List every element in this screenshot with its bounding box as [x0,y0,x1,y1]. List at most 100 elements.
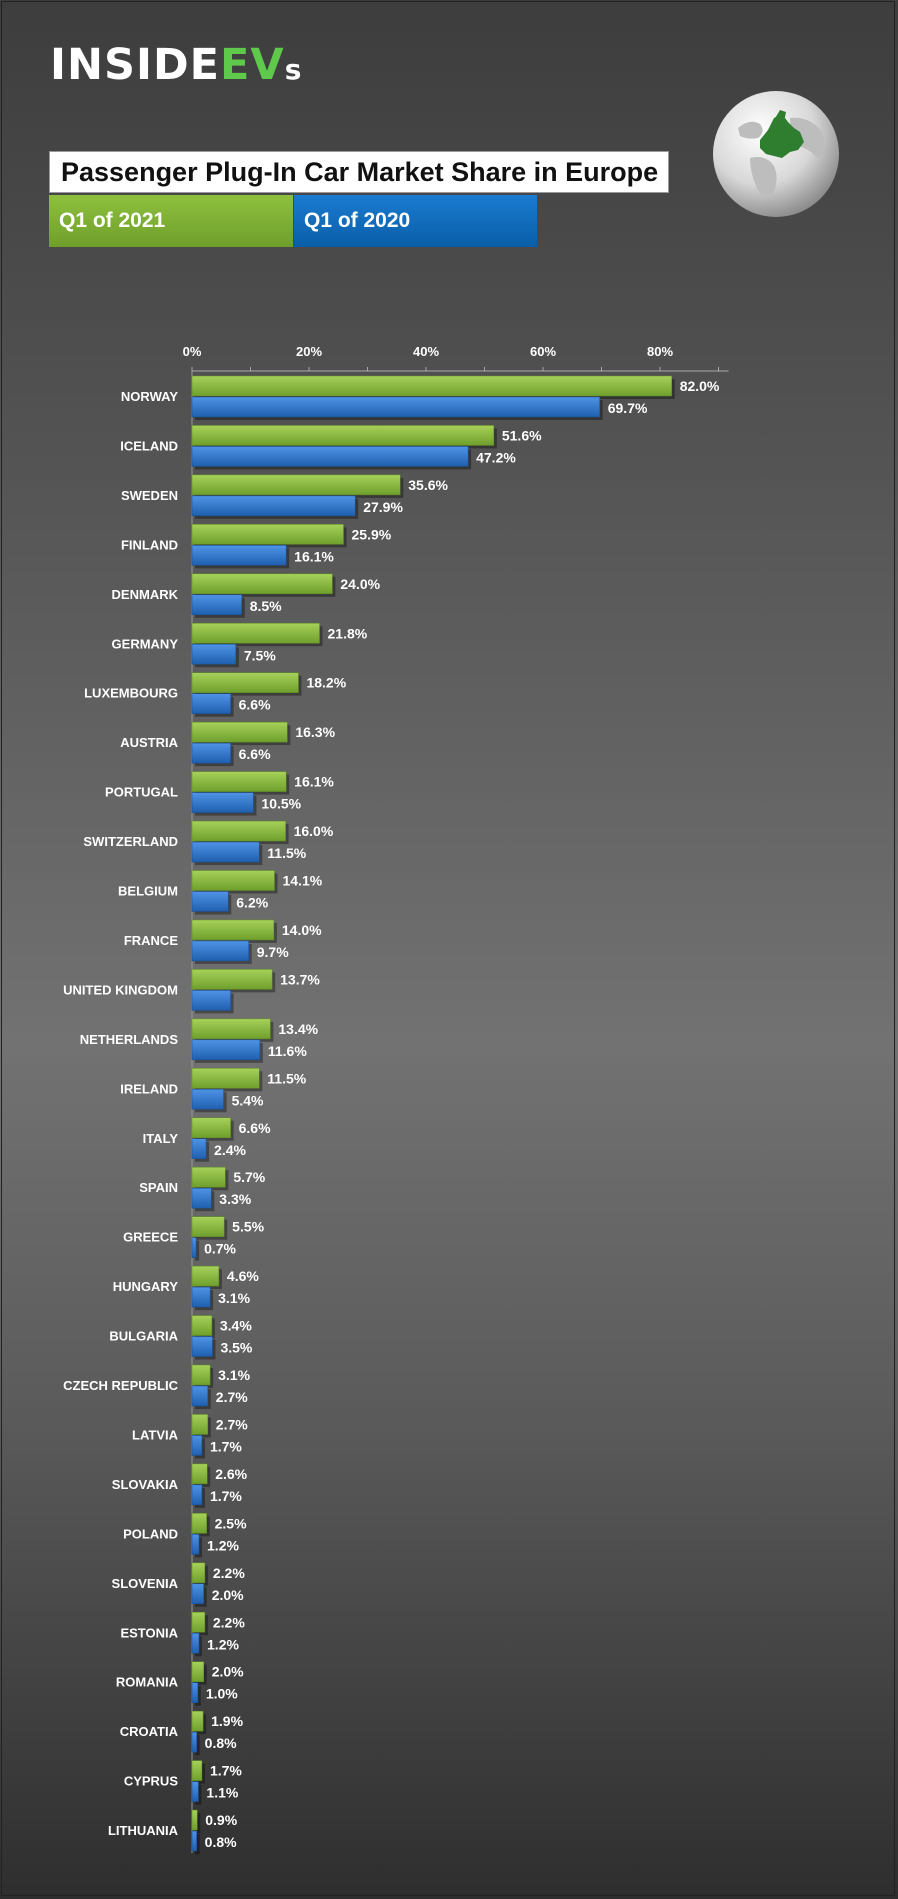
category-label: IRELAND [120,1081,178,1096]
bar-q1-2021 [191,1414,209,1435]
x-tick-label: 60% [530,344,556,359]
value-label-q1-2021: 4.6% [227,1268,259,1284]
bar-q1-2021 [191,573,333,595]
category-row: ICELAND 51.6% 47.2% [120,425,542,470]
category-row: ITALY 6.6% 2.4% [143,1117,271,1162]
bar-q1-2020 [191,1089,224,1110]
category-row: FINLAND 25.9% 16.1% [121,524,392,569]
value-label-q1-2020: 1.7% [210,1488,242,1504]
category-label: POLAND [123,1526,178,1541]
value-label-q1-2020: 2.0% [212,1587,244,1603]
value-label-q1-2021: 13.4% [278,1021,318,1037]
value-label-q1-2020: 47.2% [476,449,516,465]
category-label: FRANCE [124,933,178,948]
value-label-q1-2020: 10.5% [261,796,301,812]
bar-q1-2021 [191,870,275,891]
bar-q1-2020 [191,446,469,467]
category-label: CZECH REPUBLIC [63,1378,178,1393]
bar-q1-2020 [191,742,231,764]
logo-s-text: s [284,53,303,86]
category-row: HUNGARY 4.6% 3.1% [113,1265,259,1311]
category-row: GERMANY 21.8% 7.5% [112,623,368,668]
category-label: SPAIN [139,1180,178,1195]
category-label: ICELAND [120,438,178,453]
category-row: CYPRUS 1.7% 1.1% [124,1760,242,1805]
value-label-q1-2020: 1.7% [210,1438,242,1454]
bar-q1-2020 [191,396,600,418]
category-label: UNITED KINGDOM [63,982,178,997]
value-label-q1-2021: 2.0% [212,1664,244,1680]
bar-q1-2021 [191,375,672,397]
category-row: NETHERLANDS 13.4% 11.6% [80,1018,319,1063]
value-label-q1-2021: 16.3% [295,724,335,740]
value-label-q1-2021: 82.0% [680,378,720,394]
value-label-q1-2021: 1.9% [211,1713,243,1729]
value-label-q1-2021: 51.6% [502,427,542,443]
bar-q1-2021 [191,1463,208,1485]
bar-q1-2021 [191,1661,204,1682]
category-label: SWITZERLAND [83,834,178,849]
bar-q1-2020 [191,1534,200,1555]
value-label-q1-2021: 16.0% [294,823,334,839]
legend-q1-2021: Q1 of 2021 [49,195,293,247]
value-label-q1-2021: 25.9% [352,526,392,542]
bar-q1-2020 [191,792,254,813]
value-label-q1-2021: 5.7% [233,1169,265,1185]
legend-q1-2020: Q1 of 2020 [294,195,537,247]
bar-q1-2021 [191,1117,231,1138]
value-label-q1-2021: 6.6% [239,1120,271,1136]
category-label: LITHUANIA [108,1823,179,1838]
bar-q1-2020 [191,1187,212,1209]
value-label-q1-2020: 1.0% [206,1686,238,1702]
category-label: BELGIUM [118,884,178,899]
category-row: DENMARK 24.0% 8.5% [112,573,381,618]
category-row: FRANCE 14.0% 9.7% [124,919,322,964]
value-label-q1-2020: 2.4% [214,1142,246,1158]
value-label-q1-2021: 35.6% [408,477,448,493]
value-label-q1-2021: 2.5% [215,1515,247,1531]
category-row: NORWAY 82.0% 69.7% [121,375,720,420]
category-row: AUSTRIA 16.3% 6.6% [120,721,336,767]
bars: NORWAY 82.0% 69.7% ICELAND 51.6% 47.2% SWEDEN 3… [63,375,720,1855]
bar-q1-2020 [191,1138,207,1159]
value-label-q1-2021: 0.9% [205,1812,237,1828]
bar-q1-2020 [191,1830,197,1852]
logo-ev-text: EV [220,40,285,90]
bar-q1-2021 [191,969,273,990]
bar-q1-2020 [191,545,287,566]
category-label: HUNGARY [113,1279,179,1294]
category-row: POLAND 2.5% 1.2% [123,1513,247,1558]
category-label: BULGARIA [109,1329,178,1344]
category-label: AUSTRIA [120,735,178,750]
bar-q1-2021 [191,1216,225,1237]
value-label-q1-2021: 21.8% [328,625,368,641]
bar-q1-2020 [191,1781,199,1802]
bar-q1-2020 [191,1435,203,1456]
value-label-q1-2020: 3.1% [218,1290,250,1306]
category-row: ROMANIA 2.0% 1.0% [116,1661,244,1706]
bar-q1-2021 [191,1710,204,1732]
value-label-q1-2021: 1.7% [210,1763,242,1779]
bar-q1-2020 [191,495,356,517]
category-row: LUXEMBOURG 18.2% 6.6% [84,672,347,717]
x-tick-label: 80% [647,344,673,359]
category-row: CROATIA 1.9% 0.8% [120,1710,244,1756]
value-label-q1-2020: 1.1% [206,1785,238,1801]
category-row: UNITED KINGDOM 13.7% [63,969,320,1014]
bar-q1-2020 [191,1633,200,1654]
bar-q1-2021 [191,1364,211,1386]
value-label-q1-2020: 0.8% [205,1735,237,1751]
value-label-q1-2020: 7.5% [244,647,276,663]
category-row: BELGIUM 14.1% 6.2% [118,870,323,915]
category-row: SLOVENIA 2.2% 2.0% [112,1562,245,1607]
bar-q1-2021 [191,474,401,496]
value-label-q1-2021: 11.5% [267,1070,306,1086]
value-label-q1-2020: 3.5% [220,1340,252,1356]
bar-q1-2020 [191,841,260,863]
bar-q1-2020 [191,891,229,912]
x-tick-label: 20% [296,344,322,359]
category-label: ROMANIA [116,1675,179,1690]
bar-q1-2020 [191,1731,197,1753]
category-label: LATVIA [132,1427,179,1442]
